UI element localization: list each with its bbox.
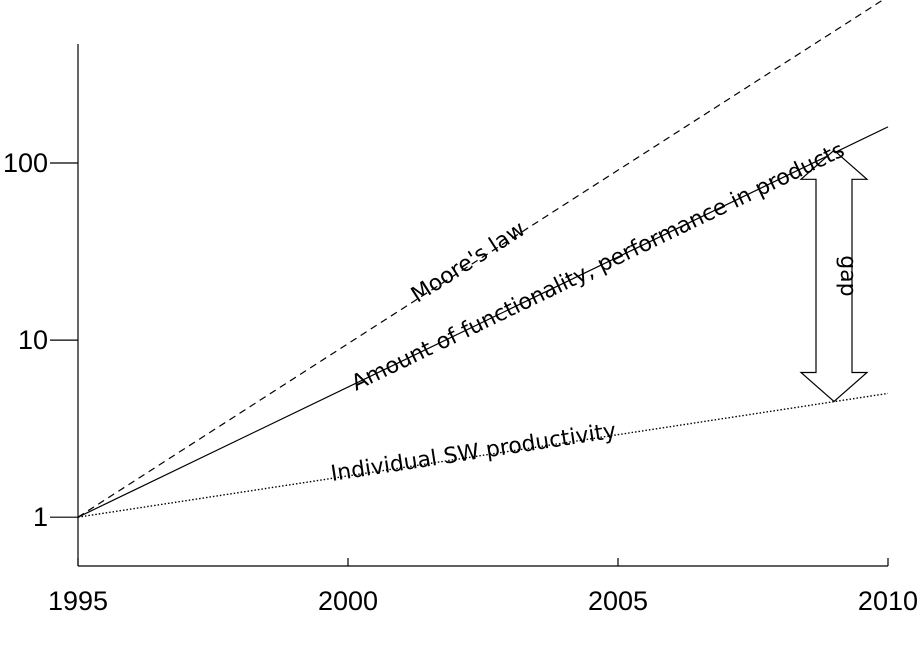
moores-law-line	[77, 0, 884, 518]
y-tick-label: 100	[3, 148, 48, 178]
gap-label: gap	[835, 255, 860, 296]
sw-productivity-label: Individual SW productivity	[329, 419, 618, 487]
x-tick-label: 2005	[588, 586, 648, 616]
gap-annotation: gap	[799, 149, 869, 403]
x-ticks: 1995 2000 2005 2010	[48, 558, 918, 616]
functionality-line	[77, 126, 889, 518]
series-lines	[77, 0, 889, 518]
x-tick-label: 1995	[48, 586, 108, 616]
gap-arrow	[799, 149, 869, 403]
x-tick-label: 2010	[858, 586, 918, 616]
y-tick-label: 1	[33, 502, 48, 532]
x-tick-label: 2000	[318, 586, 378, 616]
y-ticks: 1 10 100	[3, 148, 78, 532]
functionality-label: Amount of functionality, performance in …	[348, 138, 849, 397]
y-tick-label: 10	[18, 325, 48, 355]
sw-productivity-line	[77, 392, 889, 518]
